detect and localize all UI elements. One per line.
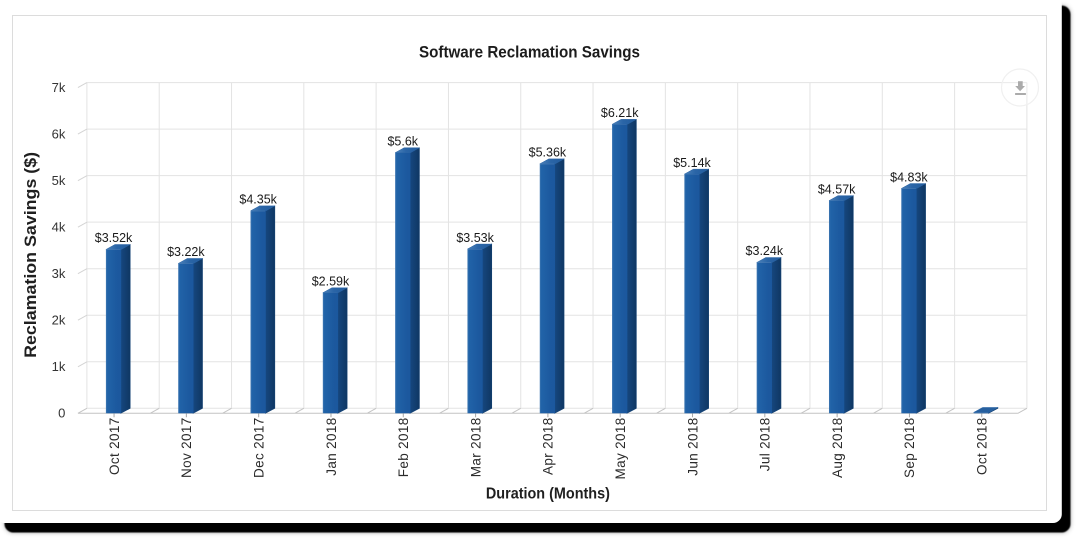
svg-text:Reclamation Savings ($): Reclamation Savings ($)	[21, 152, 40, 358]
svg-text:0: 0	[58, 406, 65, 421]
svg-text:Nov 2017: Nov 2017	[179, 417, 194, 478]
svg-text:Duration (Months): Duration (Months)	[486, 486, 610, 503]
svg-text:Software Reclamation Savings: Software Reclamation Savings	[419, 42, 640, 61]
svg-text:Jun 2018: Jun 2018	[685, 417, 700, 475]
svg-text:Mar 2018: Mar 2018	[468, 417, 483, 477]
svg-text:Jul 2018: Jul 2018	[758, 417, 773, 471]
svg-text:4k: 4k	[52, 220, 66, 235]
svg-text:6k: 6k	[52, 127, 66, 142]
svg-text:$4.57k: $4.57k	[818, 182, 856, 196]
svg-text:Jan 2018: Jan 2018	[324, 417, 339, 475]
svg-text:1k: 1k	[52, 359, 66, 374]
svg-text:Dec 2017: Dec 2017	[251, 417, 266, 478]
svg-text:$5.6k: $5.6k	[387, 134, 418, 148]
svg-text:$4.83k: $4.83k	[890, 170, 928, 184]
svg-text:Aug 2018: Aug 2018	[830, 417, 845, 478]
svg-text:$3.22k: $3.22k	[167, 245, 205, 259]
svg-text:Oct 2018: Oct 2018	[975, 417, 990, 475]
svg-text:3k: 3k	[52, 266, 66, 281]
svg-text:May 2018: May 2018	[613, 417, 628, 479]
svg-text:$6.21k: $6.21k	[601, 106, 639, 120]
svg-text:Apr 2018: Apr 2018	[541, 417, 556, 475]
svg-text:$3.52k: $3.52k	[95, 231, 133, 245]
svg-text:Feb 2018: Feb 2018	[396, 417, 411, 477]
svg-text:$3.53k: $3.53k	[456, 231, 494, 245]
svg-text:$5.14k: $5.14k	[673, 156, 711, 170]
svg-text:2k: 2k	[52, 313, 66, 328]
svg-text:$2.59k: $2.59k	[312, 274, 350, 288]
svg-text:$5.36k: $5.36k	[529, 146, 567, 160]
svg-text:Sep 2018: Sep 2018	[902, 417, 917, 478]
svg-text:Oct 2017: Oct 2017	[107, 417, 122, 475]
svg-text:7k: 7k	[52, 80, 66, 95]
svg-text:$4.35k: $4.35k	[239, 193, 277, 207]
svg-text:$3.24k: $3.24k	[746, 244, 784, 258]
svg-text:5k: 5k	[52, 173, 66, 188]
